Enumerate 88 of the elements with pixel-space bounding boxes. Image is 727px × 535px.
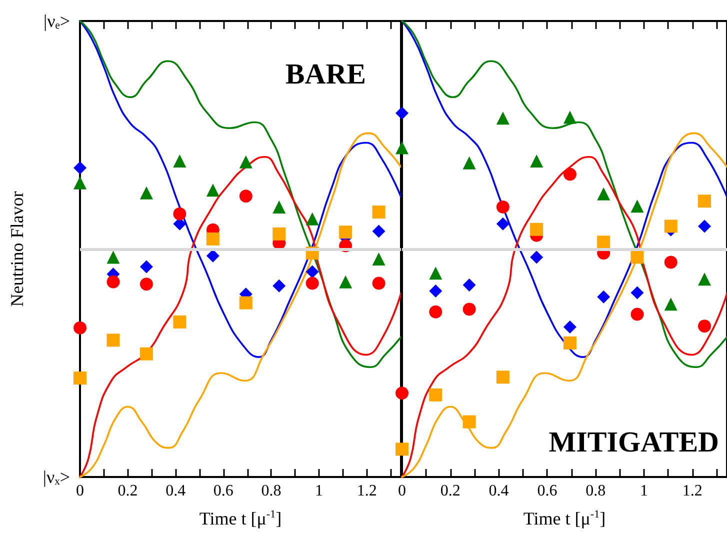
x-tick-label: 1.2 [682,482,702,500]
point [462,156,476,170]
point [530,154,544,168]
point [239,155,252,168]
point [462,278,476,292]
point [74,372,86,385]
point [563,168,576,181]
point [429,388,442,402]
point [140,260,153,274]
point [140,347,153,360]
point [206,232,220,246]
x-tick-label: 0.2 [440,482,460,500]
point [74,321,86,334]
x-tick-label: 0.6 [537,482,558,500]
point [597,187,610,200]
point [530,250,544,264]
x-tick-label: 0.6 [213,482,234,500]
text: |νₓ> [42,467,70,487]
point [429,305,442,318]
point [306,265,319,278]
point [140,186,153,200]
x-tick-label: 0.8 [586,482,606,500]
point [306,276,319,290]
point [563,336,576,350]
x-tick-label: 1 [640,482,648,500]
point [74,176,86,190]
point [372,206,386,219]
point [106,250,120,264]
point [462,415,476,428]
point [396,386,408,400]
point [396,106,408,120]
point [630,308,644,321]
x-tick-label: 0.2 [118,482,138,500]
point [173,315,186,328]
x-tick-label: 0.8 [261,482,282,500]
point [372,276,386,290]
point [239,296,252,310]
point [496,200,510,214]
point [140,278,153,291]
point [496,370,510,384]
point [106,275,120,288]
point [698,320,711,333]
point [239,190,252,203]
annotation: MITIGATED [548,426,720,458]
point [664,256,678,269]
point [306,212,319,226]
point [630,200,644,213]
point [462,302,476,316]
point [429,284,442,298]
point [372,224,386,238]
point [496,217,510,230]
point [664,220,678,233]
x-tick-label: 0.4 [166,482,186,500]
x-tick-label: 0 [76,482,84,500]
text: |νₑ> [43,11,70,31]
point [698,272,711,286]
point [698,194,711,208]
point [339,275,352,288]
point [272,227,286,240]
y-axis-title: Neutrino Flavor [7,191,27,307]
point [206,249,220,262]
point [698,220,711,233]
point [597,236,610,249]
point [339,226,352,239]
point [372,252,386,266]
point [106,334,120,347]
point [563,320,576,334]
point [496,112,510,125]
point [396,141,408,154]
point [563,110,576,124]
x-tick-label: 1 [315,482,324,500]
x-tick-label: 1.2 [356,482,377,500]
point [597,290,610,304]
point [272,279,286,292]
x-tick-label: 0 [398,482,406,500]
point [664,298,678,311]
point [173,207,186,220]
point [429,266,442,280]
point [530,222,544,236]
point [630,250,644,264]
point [396,442,408,456]
annotation: BARE [285,58,366,90]
point [206,184,220,197]
point [272,200,286,214]
x-tick-label: 0.4 [488,482,509,500]
point [173,154,186,168]
point [630,286,644,300]
point [74,161,86,174]
